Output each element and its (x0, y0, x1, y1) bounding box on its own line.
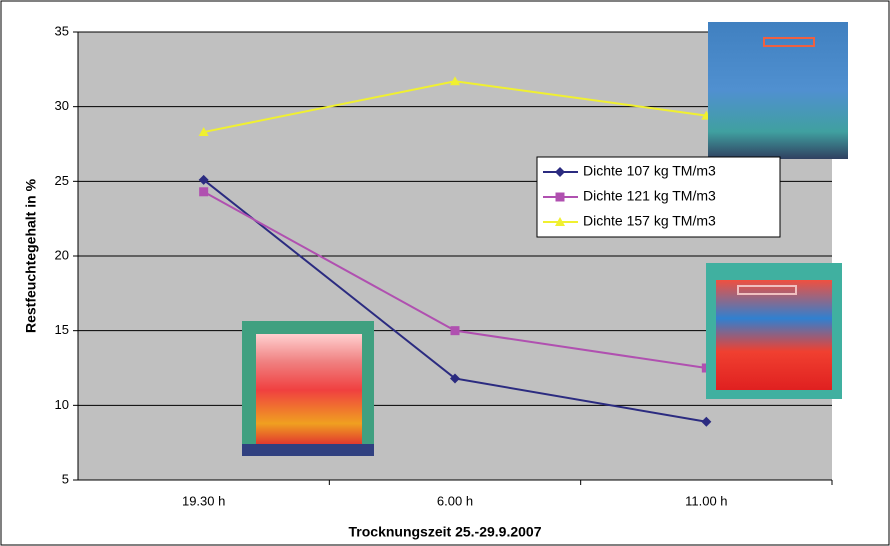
x-tick-label: 19.30 h (182, 493, 225, 508)
thermal-image (242, 321, 374, 456)
thermal-image (708, 22, 848, 159)
x-axis-title: Trocknungszeit 25.-29.9.2007 (349, 524, 542, 540)
y-tick-label: 35 (55, 23, 69, 38)
y-tick-label: 5 (62, 471, 69, 486)
chart: Dichte 107 kg TM/m3 Dichte 121 kg TM/m3 Di… (0, 0, 890, 546)
x-tick-label: 11.00 h (685, 493, 727, 508)
y-axis-title: Restfeuchtegehalt in % (23, 178, 39, 333)
legend-label: Dichte 121 kg TM/m3 (583, 188, 716, 204)
legend: Dichte 107 kg TM/m3 Dichte 121 kg TM/m3 Di… (537, 157, 780, 237)
legend-label: Dichte 157 kg TM/m3 (583, 213, 716, 229)
y-tick-label: 10 (55, 397, 69, 412)
marker (451, 326, 460, 335)
legend-label: Dichte 107 kg TM/m3 (583, 163, 716, 179)
y-tick-label: 25 (55, 173, 69, 188)
y-tick-label: 15 (55, 322, 69, 337)
y-tick-label: 30 (55, 98, 69, 113)
x-tick-label: 6.00 h (437, 493, 473, 508)
thermal-image (706, 263, 842, 399)
y-tick-label: 20 (55, 247, 69, 262)
marker (556, 193, 565, 202)
marker (199, 187, 208, 196)
